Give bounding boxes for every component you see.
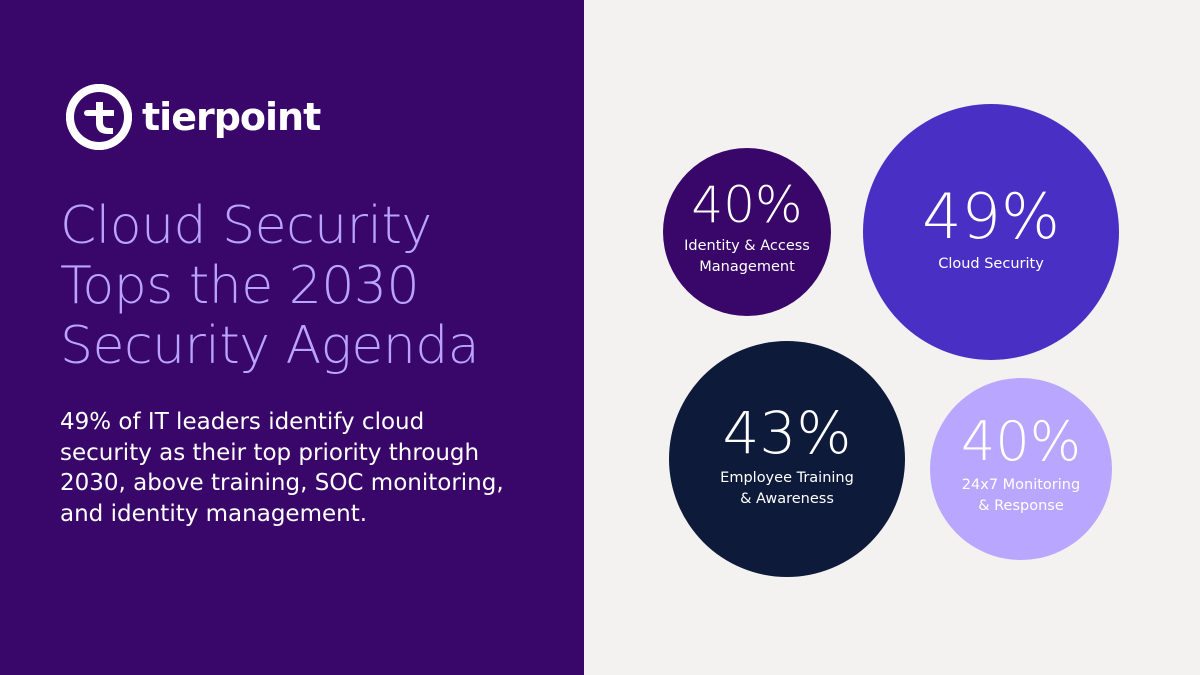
brand-logo: tierpoint [66, 84, 321, 150]
bubble-value: 49% [922, 179, 1060, 253]
bubble-0: 40% Identity & Access Management [663, 148, 831, 316]
bubble-label-line: Management [699, 259, 795, 275]
bubble-label: Employee Training & Awareness [720, 468, 854, 510]
brand-name: tierpoint [142, 95, 321, 139]
subtext: 49% of IT leaders identify cloud securit… [60, 407, 560, 529]
headline-line: Security Agenda [60, 316, 480, 376]
bubble-label: Identity & Access Management [684, 236, 810, 278]
bubble-value: 40% [691, 176, 803, 234]
left-panel: tierpoint Cloud Security Tops the 2030 S… [0, 0, 584, 675]
bubble-label-line: & Response [978, 498, 1064, 514]
bubble-value: 43% [722, 399, 852, 467]
subtext-line: 2030, above training, SOC monitoring, [60, 470, 504, 496]
bubble-label-line: Cloud Security [938, 255, 1044, 272]
bubble-3: 40% 24x7 Monitoring & Response [930, 378, 1112, 560]
headline: Cloud Security Tops the 2030 Security Ag… [60, 196, 560, 376]
bubble-label: 24x7 Monitoring & Response [962, 475, 1080, 517]
bubble-label-line: & Awareness [740, 491, 834, 507]
subtext-line: security as their top priority through [60, 439, 480, 466]
headline-line: Cloud Security [60, 196, 432, 256]
bubble-label-line: Employee Training [720, 470, 854, 486]
bubble-label-line: Identity & Access [684, 238, 810, 254]
bubble-1: 49% Cloud Security [863, 104, 1119, 360]
tierpoint-logo-icon [66, 84, 132, 150]
subtext-line: 49% of IT leaders identify cloud [60, 409, 425, 435]
bubble-2: 43% Employee Training & Awareness [669, 341, 905, 577]
bubble-label: Cloud Security [938, 254, 1044, 275]
bubble-value: 40% [960, 410, 1082, 473]
headline-line: Tops the 2030 [60, 256, 420, 316]
bubble-label-line: 24x7 Monitoring [961, 477, 1081, 493]
subtext-line: and identity management. [60, 500, 368, 527]
